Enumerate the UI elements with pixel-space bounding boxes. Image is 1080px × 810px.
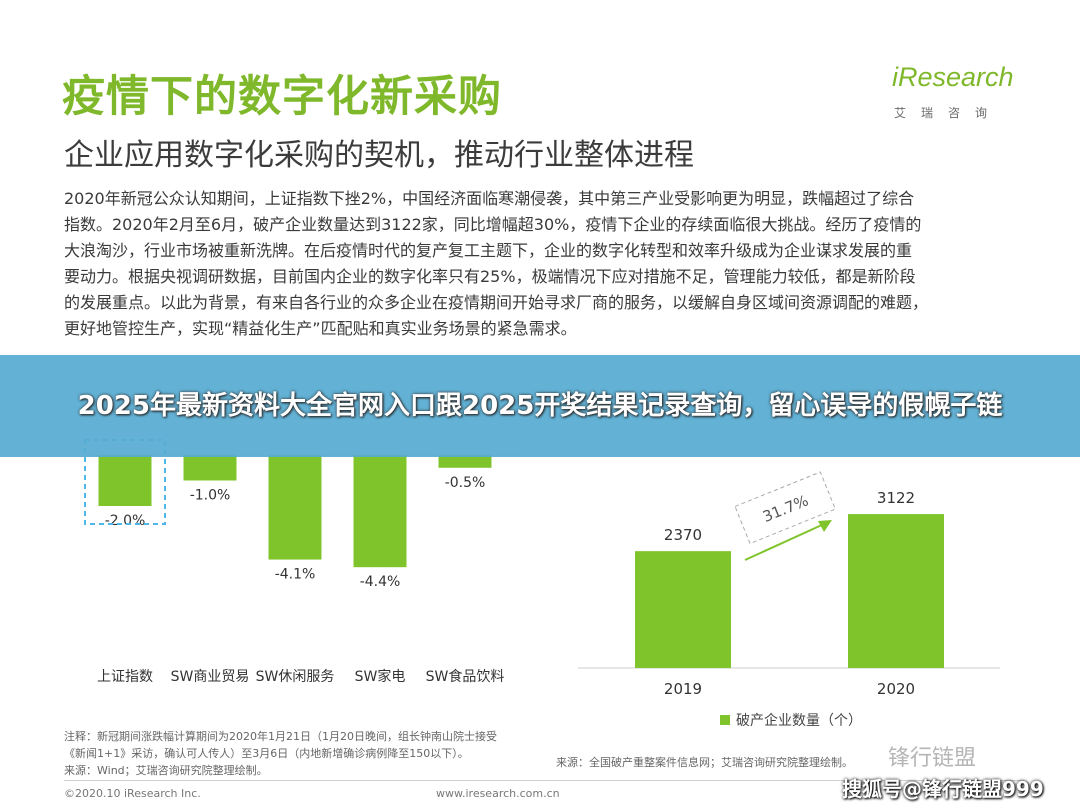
bar-value-label: -0.5% — [445, 475, 486, 491]
footer-divider — [64, 780, 1024, 781]
category-label: SW商业贸易 — [171, 669, 250, 685]
category-label: SW休闲服务 — [256, 669, 335, 685]
bar-0 — [98, 455, 152, 506]
page-subtitle: 企业应用数字化采购的契机，推动行业整体进程 — [64, 138, 694, 173]
bar-4 — [438, 455, 492, 468]
body-line: 更好地管控生产，实现“精益化生产”匹配贴和真实业务场景的紧急需求。 — [64, 319, 577, 338]
note-line: 注释：新冠期间涨跌幅计算期间为2020年1月21日（1月20日晚间，组长钟南山院… — [64, 730, 497, 743]
growth-arrow-head — [818, 520, 832, 532]
note-line: 《新闻1+1》采访，确认可人传人）至3月6日（内地新增确诊病例降至150以下）。 — [64, 747, 469, 760]
bar-value-label: -4.4% — [360, 574, 401, 590]
body-line: 指数。2020年2月至6月，破产企业数量达到3122家，同比增幅超30%，疫情下… — [64, 215, 922, 234]
footer-site: www.iresearch.com.cn — [436, 787, 560, 800]
bar-2019 — [635, 551, 731, 668]
body-line: 要动力。根据央视调研数据，目前国内企业的数字化率只有25%，极端情况下应对措施不… — [64, 267, 916, 286]
bar-2 — [268, 455, 322, 560]
body-line: 2020年新冠公众认知期间，上证指数下挫2%，中国经济面临寒潮侵袭，其中第三产业… — [64, 189, 915, 208]
growth-arrow-line — [744, 523, 825, 561]
legend-label: 破产企业数量（个） — [736, 713, 862, 729]
logo-wordmark: iResearch — [892, 62, 1014, 92]
bar-3 — [353, 455, 407, 568]
bar-2020 — [848, 514, 944, 668]
body-line: 的发展重点。以此为背景，有来自各行业的众多企业在疫情期间开始寻求厂商的服务，以缓… — [64, 293, 929, 312]
bar-value-label: 2370 — [664, 526, 702, 544]
account-watermark: 搜狐号@锋行链盟999 — [842, 777, 1044, 801]
bar-value-label: 3122 — [877, 489, 915, 507]
growth-box — [734, 471, 836, 545]
bar-value-label: -4.1% — [275, 567, 316, 583]
category-label: 上证指数 — [97, 669, 153, 685]
year-label: 2019 — [664, 680, 702, 698]
body-paragraph: 2020年新冠公众认知期间，上证指数下挫2%，中国经济面临寒潮侵袭，其中第三产业… — [64, 186, 1044, 342]
bar-value-label: -2.0% — [105, 513, 146, 529]
iresearch-logo: iResearch 艾瑞咨询 — [892, 62, 1032, 122]
bar-1 — [183, 455, 237, 481]
growth-label: 31.7% — [760, 491, 811, 526]
bar-value-label: -1.0% — [190, 488, 231, 504]
body-line: 大浪淘沙，行业市场被重新洗牌。在后疫情时代的复产复工主题下，企业的数字化转型和效… — [64, 241, 913, 260]
note-line: 来源：Wind；艾瑞咨询研究院整理绘制。 — [64, 764, 268, 777]
overlay-banner: 2025年最新资料大全官网入口跟2025开奖结果记录查询，留心误导的假幌子链 — [0, 355, 1080, 457]
footer-copyright: ©2020.10 iResearch Inc. — [64, 787, 201, 800]
chart-source-right: 来源：全国破产重整案件信息网；艾瑞咨询研究院整理绘制。 — [556, 756, 853, 769]
brand-watermark: 锋行链盟 — [888, 746, 977, 771]
logo-subtext: 艾瑞咨询 — [894, 106, 1003, 120]
chart-legend: 破产企业数量（个） — [720, 710, 862, 730]
legend-swatch — [720, 715, 730, 725]
banner-text: 2025年最新资料大全官网入口跟2025开奖结果记录查询，留心误导的假幌子链 — [77, 391, 1003, 421]
growth-annotation: 31.7% — [734, 471, 836, 545]
category-label: SW食品饮料 — [426, 668, 505, 685]
chart-notes-left: 注释：新冠期间涨跌幅计算期间为2020年1月21日（1月20日晚间，组长钟南山院… — [64, 728, 544, 779]
page-title: 疫情下的数字化新采购 — [62, 72, 502, 122]
category-label: SW家电 — [355, 668, 406, 685]
year-label: 2020 — [877, 680, 915, 698]
